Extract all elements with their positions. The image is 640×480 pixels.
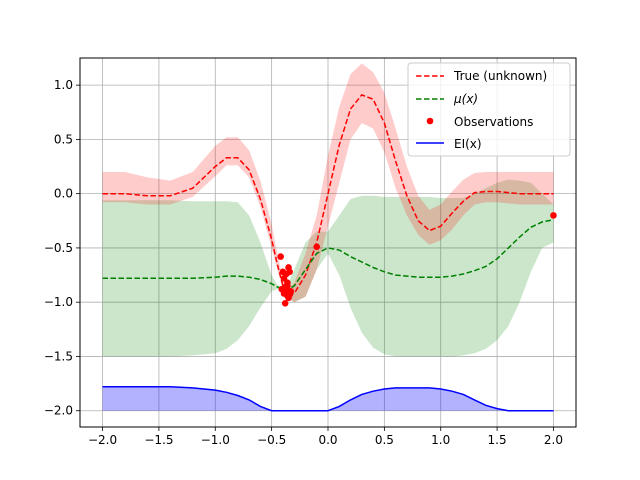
legend-ei-label: EI(x) [454, 137, 482, 151]
mu-mean-line [102, 218, 554, 290]
x-tick-label: −2.0 [88, 433, 117, 447]
x-axis: −2.0 −1.5 −1.0 −0.5 0.0 0.5 1.0 1.5 2.0 [88, 427, 563, 447]
observation-point [281, 299, 289, 307]
y-tick-label: 0.5 [54, 132, 73, 146]
ei-line [102, 386, 554, 412]
x-tick-label: −1.0 [201, 433, 230, 447]
y-tick-label: −2.0 [44, 404, 73, 418]
confidence-bands [102, 63, 554, 411]
ei-fill [102, 386, 554, 411]
true-function-line [102, 94, 554, 296]
observation-point [313, 243, 321, 251]
y-tick-label: 1.0 [54, 78, 73, 92]
x-tick-label: 2.0 [544, 433, 563, 447]
y-tick-label: −1.0 [44, 295, 73, 309]
observation-points [277, 212, 557, 307]
x-tick-label: −0.5 [257, 433, 286, 447]
legend-true-label: True (unknown) [453, 69, 547, 83]
legend-mu-arg: (x) [462, 92, 478, 106]
observation-point [280, 290, 288, 297]
legend-observations-label: Observations [454, 115, 533, 129]
true-confidence-band [102, 63, 554, 303]
legend-mu-symbol: μ [453, 92, 462, 106]
legend-observations-swatch [426, 117, 434, 125]
series-lines [102, 94, 554, 412]
mu-confidence-band [102, 179, 554, 357]
x-tick-label: −1.5 [144, 433, 173, 447]
observation-point [277, 253, 284, 260]
legend-mu-label: μ(x) [453, 92, 478, 106]
observation-point [286, 268, 293, 276]
observation-point [287, 288, 295, 295]
y-tick-label: 0.0 [54, 187, 73, 201]
y-tick-label: −0.5 [44, 241, 73, 255]
x-tick-label: 1.0 [431, 433, 450, 447]
legend-box [407, 62, 571, 157]
x-tick-label: 1.5 [488, 433, 507, 447]
y-tick-label: −1.5 [44, 349, 73, 363]
legend: True (unknown) μ(x) Observations EI(x) [407, 62, 571, 157]
x-tick-label: 0.0 [318, 433, 337, 447]
y-axis: −2.0 −1.5 −1.0 −0.5 0.0 0.5 1.0 [44, 78, 80, 418]
observation-point [550, 212, 557, 219]
observation-point [284, 282, 291, 290]
x-tick-label: 0.5 [375, 433, 394, 447]
